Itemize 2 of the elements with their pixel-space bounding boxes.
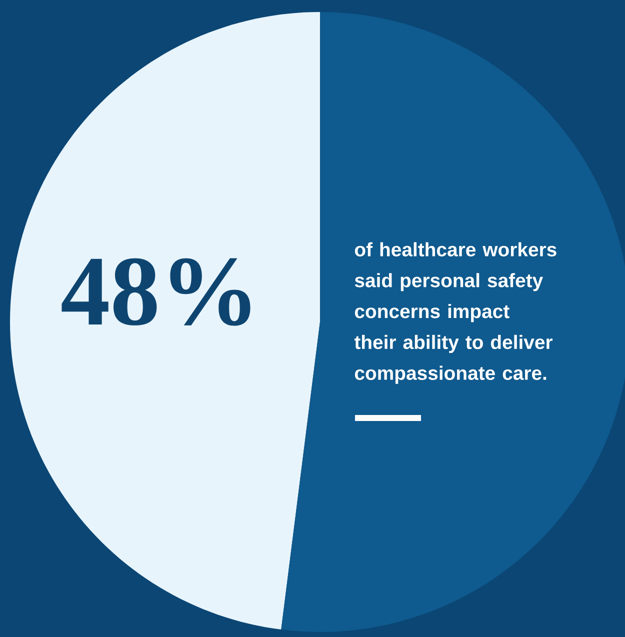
data-label: 48%	[62, 258, 250, 326]
text: of healthcare workers said personal safety concerns impact their ability to deliver compassionate care.	[354, 242, 556, 384]
